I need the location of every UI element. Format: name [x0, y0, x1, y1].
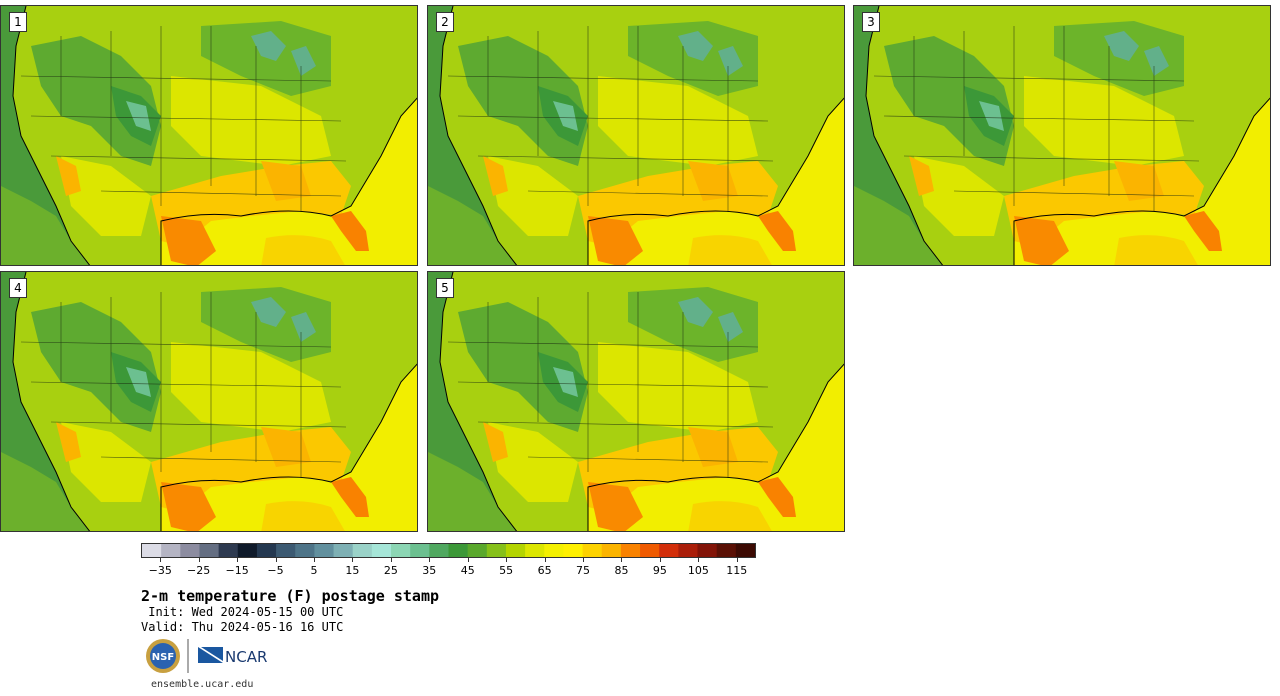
colorbar-swatch — [276, 544, 296, 557]
logos: NSF NCAR — [145, 637, 275, 675]
colorbar-tick-label: 5 — [310, 564, 318, 577]
colorbar-tick — [352, 558, 354, 562]
colorbar-swatch — [735, 544, 755, 557]
postage-stamp-panel-1: 1 — [0, 5, 418, 266]
colorbar-tick — [544, 558, 546, 562]
colorbar-tick-label: −5 — [267, 564, 284, 577]
colorbar-tick — [506, 558, 508, 562]
colorbar-swatch — [161, 544, 181, 557]
ncar-logo-text: NCAR — [225, 648, 267, 666]
colorbar-tick-label: 115 — [726, 564, 748, 577]
colorbar-swatch — [448, 544, 469, 557]
colorbar-tick-label: −35 — [148, 564, 172, 577]
footer-url[interactable]: ensemble.ucar.edu — [151, 679, 254, 690]
colorbar-tick-label: −15 — [225, 564, 249, 577]
colorbar-swatch — [601, 544, 622, 557]
colorbar-swatch — [486, 544, 507, 557]
colorbar-swatch — [659, 544, 679, 557]
temperature-map — [854, 6, 1271, 266]
colorbar-tick — [621, 558, 623, 562]
nsf-logo-text: NSF — [152, 652, 174, 663]
panel-number: 1 — [9, 12, 27, 32]
colorbar-tick-label: −25 — [187, 564, 211, 577]
colorbar-swatch — [716, 544, 737, 557]
figure-title: 2-m temperature (F) postage stamp — [141, 587, 440, 605]
temperature-map — [428, 6, 845, 266]
colorbar-swatch — [467, 544, 488, 557]
postage-stamp-panel-2: 2 — [427, 5, 845, 266]
colorbar-swatch — [180, 544, 200, 557]
ncar-logo: NCAR — [198, 647, 267, 666]
colorbar-tick — [659, 558, 661, 562]
colorbar-tick — [160, 558, 162, 562]
temperature-colorbar — [141, 543, 756, 558]
colorbar-swatch — [199, 544, 220, 557]
colorbar-swatch — [429, 544, 449, 557]
postage-stamp-panel-3: 3 — [853, 5, 1271, 266]
colorbar-tick-label: 65 — [537, 564, 552, 577]
colorbar-swatch — [295, 544, 315, 557]
colorbar-tick — [583, 558, 585, 562]
colorbar-swatch — [237, 544, 258, 557]
colorbar-tick-label: 55 — [499, 564, 514, 577]
colorbar-tick — [390, 558, 392, 562]
colorbar-tick-label: 85 — [614, 564, 629, 577]
colorbar-swatch — [563, 544, 584, 557]
init-time: Init: Wed 2024-05-15 00 UTC — [141, 605, 344, 619]
colorbar-swatch — [371, 544, 392, 557]
postage-stamp-panel-4: 4 — [0, 271, 418, 532]
panel-number: 5 — [436, 278, 454, 298]
colorbar-tick — [736, 558, 738, 562]
colorbar-swatch — [352, 544, 373, 557]
temperature-map — [1, 6, 418, 266]
colorbar-tick-label: 45 — [460, 564, 475, 577]
colorbar-swatch — [620, 544, 641, 557]
colorbar-swatch — [678, 544, 699, 557]
colorbar-swatch — [391, 544, 411, 557]
colorbar-tick — [275, 558, 277, 562]
colorbar-tick — [198, 558, 200, 562]
colorbar-swatch — [525, 544, 545, 557]
panel-number: 4 — [9, 278, 27, 298]
colorbar-swatch — [582, 544, 603, 557]
colorbar-swatch — [142, 544, 162, 557]
colorbar-tick-label: 75 — [576, 564, 591, 577]
valid-time: Valid: Thu 2024-05-16 16 UTC — [141, 620, 344, 634]
colorbar-swatch — [640, 544, 660, 557]
colorbar-tick-label: 105 — [687, 564, 709, 577]
colorbar-tick — [698, 558, 700, 562]
colorbar-tick — [429, 558, 431, 562]
postage-stamp-panel-5: 5 — [427, 271, 845, 532]
colorbar-tick-label: 35 — [422, 564, 437, 577]
colorbar-swatch — [218, 544, 239, 557]
colorbar-swatch — [410, 544, 430, 557]
colorbar-tick — [467, 558, 469, 562]
colorbar-tick — [313, 558, 315, 562]
colorbar-swatch — [505, 544, 526, 557]
nsf-logo: NSF — [146, 639, 180, 673]
colorbar-tick-labels: −35 −25 −15 −5 5 15 25 35 45 55 65 75 85 95 105 115 — [141, 558, 756, 578]
colorbar-tick-label: 25 — [383, 564, 398, 577]
colorbar-swatch — [544, 544, 564, 557]
panel-number: 2 — [436, 12, 454, 32]
colorbar-tick-label: 95 — [652, 564, 667, 577]
panel-number: 3 — [862, 12, 880, 32]
temperature-map — [1, 272, 418, 532]
colorbar-tick — [237, 558, 239, 562]
colorbar-swatch — [333, 544, 354, 557]
colorbar-tick-label: 15 — [345, 564, 360, 577]
colorbar-swatches — [142, 544, 755, 557]
colorbar-swatch — [256, 544, 277, 557]
colorbar-swatch — [697, 544, 718, 557]
colorbar-swatch — [314, 544, 335, 557]
temperature-map — [428, 272, 845, 532]
